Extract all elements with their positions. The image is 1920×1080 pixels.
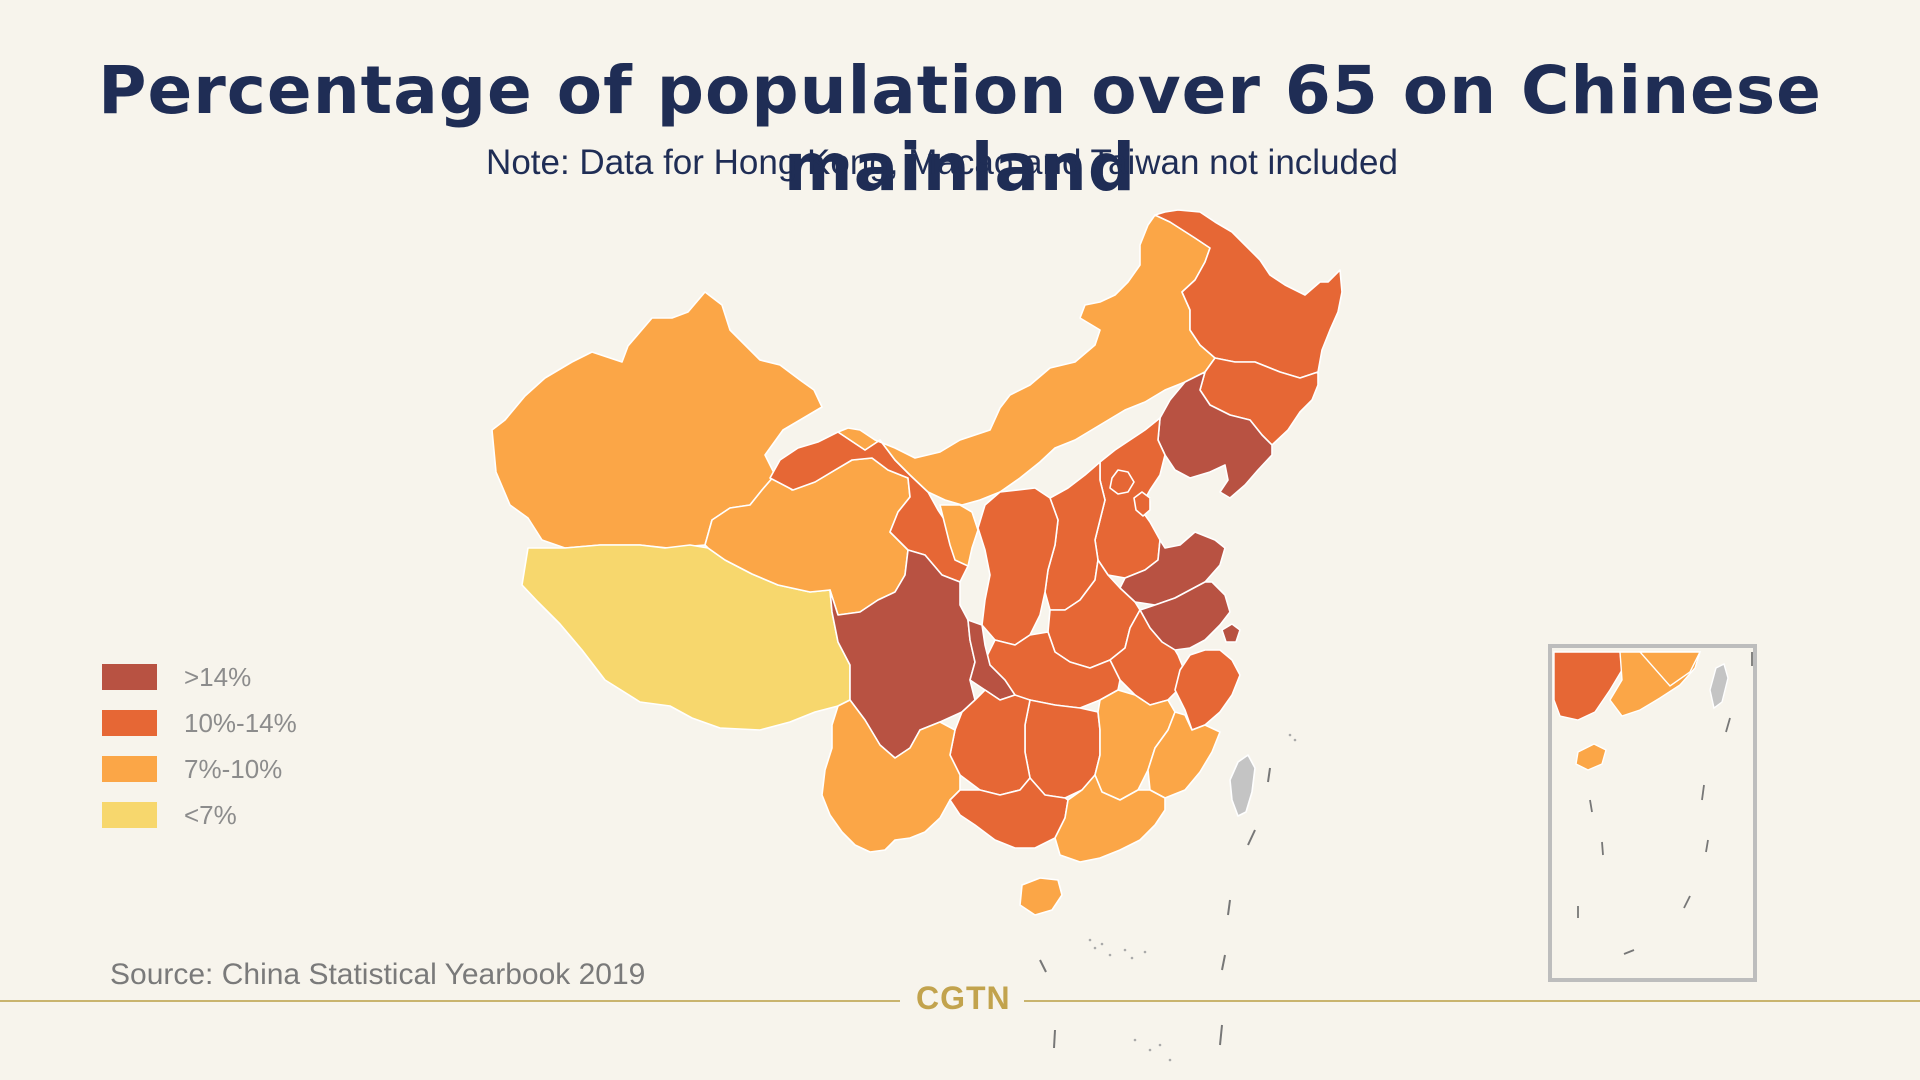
island-dot-4 — [1123, 948, 1127, 952]
footer-rule-left — [0, 1000, 900, 1002]
island-dot-5 — [1130, 956, 1134, 960]
legend-swatch-10-14 — [102, 710, 157, 736]
provinces-layer — [491, 209, 1343, 916]
footer-rule-right — [1024, 1000, 1920, 1002]
region-taiwan — [1229, 754, 1256, 817]
bohai-sea — [1150, 490, 1195, 530]
region-ningxia — [939, 504, 979, 567]
nine-dash-line — [1039, 733, 1297, 1062]
cgtn-logo: CGTN — [916, 980, 1011, 1016]
source-note: Source: China Statistical Yearbook 2019 — [110, 958, 646, 991]
island-dot-12 — [1293, 738, 1297, 742]
south-china-sea-inset — [1548, 644, 1757, 982]
inset-dash-1 — [1725, 717, 1731, 733]
region-beijing — [1109, 469, 1135, 495]
boundary-dash-2 — [1227, 899, 1231, 916]
region-tianjin — [1133, 491, 1151, 517]
legend-label-10-14: 10%-14% — [184, 708, 297, 738]
island-dot-8 — [1148, 1048, 1152, 1052]
legend-label-7-10: 7%-10% — [184, 754, 283, 784]
boundary-dash-3 — [1221, 954, 1226, 971]
inset-dash-4 — [1683, 895, 1691, 909]
inset-taiwan — [1709, 662, 1729, 710]
region-liaoning — [1157, 371, 1273, 499]
island-dot-11 — [1288, 733, 1292, 737]
inset-dash-7 — [1601, 841, 1604, 856]
legend-swatch-7-10 — [102, 756, 157, 782]
page-subtitle: Note: Data for Hong Kong, Macao and Taiw… — [486, 143, 1398, 182]
boundary-dash-6 — [1053, 1029, 1056, 1049]
island-dot-2 — [1100, 942, 1104, 946]
legend-label-gt14: >14% — [184, 662, 252, 692]
inset-guangxi — [1553, 651, 1623, 721]
island-dot-3 — [1108, 953, 1112, 957]
region-guangdong — [1054, 774, 1166, 863]
inset-hainan — [1575, 743, 1607, 771]
region-shaanxi — [977, 487, 1059, 646]
inset-dash-3 — [1705, 839, 1709, 853]
boundary-dash-0 — [1267, 767, 1271, 783]
island-dot-9 — [1158, 1043, 1162, 1047]
boundary-dash-1 — [1247, 829, 1256, 846]
page-title: Percentage of population over 65 on Chin… — [98, 52, 1822, 206]
legend-swatch-lt7 — [102, 802, 157, 828]
inset-dash-2 — [1701, 784, 1705, 801]
island-dot-7 — [1133, 1038, 1137, 1042]
boundary-dash-5 — [1039, 959, 1047, 973]
island-dot-6 — [1143, 950, 1147, 954]
region-yunnan — [821, 699, 961, 853]
region-heilongjiang — [1154, 209, 1343, 379]
island-dot-10 — [1168, 1058, 1172, 1062]
island-dot-0 — [1088, 938, 1092, 942]
inset-dash-6 — [1589, 799, 1593, 813]
inset-dash-5 — [1623, 949, 1635, 955]
island-dot-1 — [1093, 946, 1097, 950]
inset-frame — [1548, 644, 1757, 982]
region-fujian — [1147, 711, 1221, 799]
legend-label-lt7: <7% — [184, 800, 237, 830]
region-hainan — [1019, 877, 1063, 916]
region-shanghai — [1221, 623, 1241, 643]
boundary-dash-4 — [1219, 1024, 1223, 1046]
inset-fujian — [1638, 651, 1702, 687]
legend-swatch-gt14 — [102, 664, 157, 690]
